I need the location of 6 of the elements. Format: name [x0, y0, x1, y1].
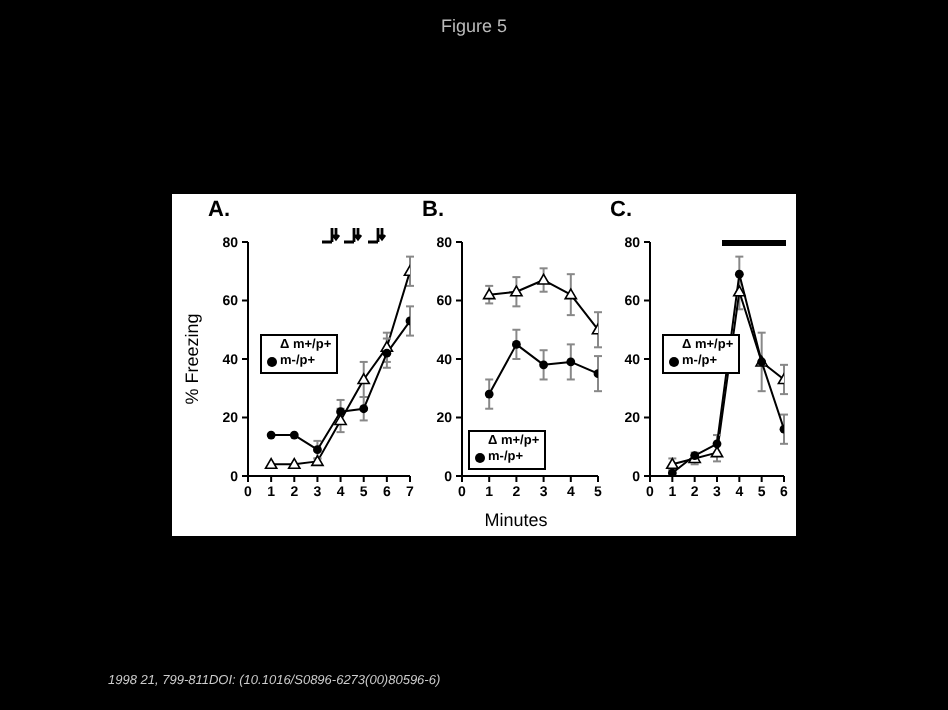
x-axis-title: Minutes — [482, 510, 550, 530]
chart-title: B. — [422, 198, 444, 222]
chart-title: A. — [208, 198, 230, 222]
caption: Figure 5 — [438, 16, 510, 36]
y-axis-title: % Freezing — [182, 313, 203, 405]
chart-title: C. — [610, 198, 632, 222]
